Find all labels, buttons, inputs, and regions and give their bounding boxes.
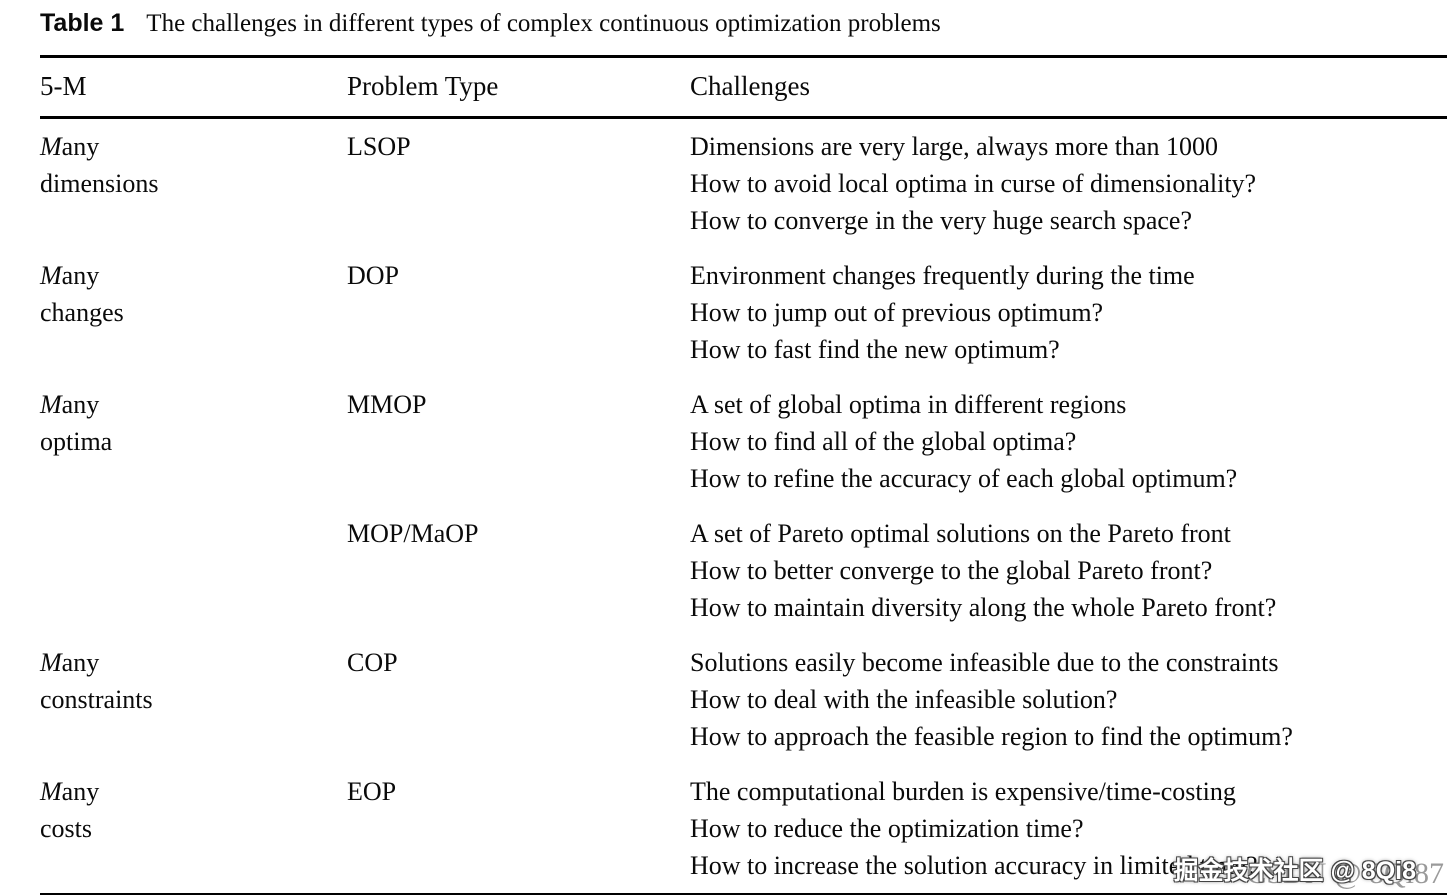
table-row-dop: Many changes DOP Environment changes fre… bbox=[40, 248, 1447, 377]
challenge-line: How to reduce the optimization time? bbox=[690, 814, 1084, 843]
cell-5m: Many dimensions bbox=[40, 128, 347, 239]
5m-line-2: costs bbox=[40, 814, 92, 843]
cell-problem-type: EOP bbox=[347, 777, 397, 806]
5m-line-1: Many bbox=[40, 132, 100, 161]
cell-challenges: Solutions easily become infeasible due t… bbox=[690, 644, 1447, 755]
challenge-line: How to refine the accuracy of each globa… bbox=[690, 464, 1238, 493]
cell-5m bbox=[40, 515, 347, 626]
challenge-line: How to find all of the global optima? bbox=[690, 427, 1077, 456]
table-row-eop: Many costs EOP The computational burden … bbox=[40, 764, 1447, 893]
5m-line-1: Many bbox=[40, 261, 100, 290]
table-body: Many dimensions LSOP Dimensions are very… bbox=[40, 119, 1447, 893]
cell-problem-type: DOP bbox=[347, 261, 400, 290]
cell-challenges: Environment changes frequently during th… bbox=[690, 257, 1447, 368]
5m-line-1: Many bbox=[40, 777, 100, 806]
cell-problem-type: COP bbox=[347, 648, 398, 677]
challenge-line: How to avoid local optima in curse of di… bbox=[690, 169, 1257, 198]
cell-5m: Many changes bbox=[40, 257, 347, 368]
cell-challenges: The computational burden is expensive/ti… bbox=[690, 773, 1447, 884]
challenge-line: How to maintain diversity along the whol… bbox=[690, 593, 1277, 622]
header-rule bbox=[40, 116, 1447, 119]
table-header-row: 5-M Problem Type Challenges bbox=[40, 58, 1447, 116]
5m-line-1: Many bbox=[40, 648, 100, 677]
column-header-challenges: Challenges bbox=[690, 71, 810, 101]
column-header-5m: 5-M bbox=[40, 71, 87, 101]
table-row-mop-maop: MOP/MaOP A set of Pareto optimal solutio… bbox=[40, 506, 1447, 635]
challenge-line: The computational burden is expensive/ti… bbox=[690, 777, 1236, 806]
table-caption-label: Table 1 bbox=[40, 9, 125, 37]
cell-challenges: A set of global optima in different regi… bbox=[690, 386, 1447, 497]
cell-5m: Many optima bbox=[40, 386, 347, 497]
cell-challenges: Dimensions are very large, always more t… bbox=[690, 128, 1447, 239]
challenge-line: Dimensions are very large, always more t… bbox=[690, 132, 1219, 161]
cell-challenges: A set of Pareto optimal solutions on the… bbox=[690, 515, 1447, 626]
5m-line-2: dimensions bbox=[40, 169, 159, 198]
table-row-cop: Many constraints COP Solutions easily be… bbox=[40, 635, 1447, 764]
5m-line-1: Many bbox=[40, 390, 100, 419]
5m-line-2: changes bbox=[40, 298, 124, 327]
challenge-line: How to deal with the infeasible solution… bbox=[690, 685, 1118, 714]
bottom-rule bbox=[40, 893, 1447, 895]
table-row-lsop: Many dimensions LSOP Dimensions are very… bbox=[40, 119, 1447, 248]
challenge-line: Environment changes frequently during th… bbox=[690, 261, 1195, 290]
challenge-line: How to fast find the new optimum? bbox=[690, 335, 1060, 364]
challenge-line: A set of Pareto optimal solutions on the… bbox=[690, 519, 1231, 548]
table-caption-text: The challenges in different types of com… bbox=[146, 10, 941, 37]
cell-problem-type: LSOP bbox=[347, 132, 411, 161]
table-caption: Table 1 The challenges in different types… bbox=[40, 0, 1447, 55]
challenge-line: How to increase the solution accuracy in… bbox=[690, 851, 1258, 880]
5m-line-2: constraints bbox=[40, 685, 153, 714]
top-rule bbox=[40, 55, 1447, 58]
challenge-line: How to better converge to the global Par… bbox=[690, 556, 1213, 585]
cell-problem-type: MOP/MaOP bbox=[347, 519, 479, 548]
cell-5m: Many costs bbox=[40, 773, 347, 884]
cell-5m: Many constraints bbox=[40, 644, 347, 755]
table-content: Table 1 The challenges in different types… bbox=[40, 0, 1447, 895]
challenge-line: How to approach the feasible region to f… bbox=[690, 722, 1293, 751]
challenge-line: Solutions easily become infeasible due t… bbox=[690, 648, 1279, 677]
column-header-problem-type: Problem Type bbox=[347, 71, 499, 101]
5m-line-2: optima bbox=[40, 427, 113, 456]
challenge-line: A set of global optima in different regi… bbox=[690, 390, 1127, 419]
challenge-line: How to jump out of previous optimum? bbox=[690, 298, 1104, 327]
challenge-line: How to converge in the very huge search … bbox=[690, 206, 1192, 235]
cell-problem-type: MMOP bbox=[347, 390, 427, 419]
table-row-mmop: Many optima MMOP A set of global optima … bbox=[40, 377, 1447, 506]
